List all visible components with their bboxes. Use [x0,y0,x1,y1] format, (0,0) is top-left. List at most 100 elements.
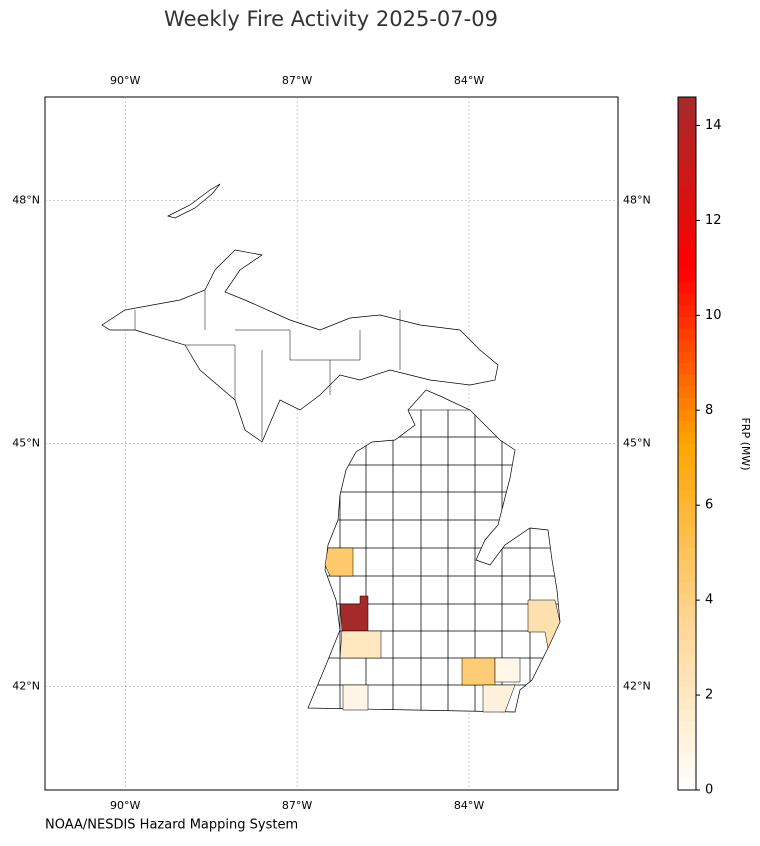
county [308,409,341,438]
colorbar-tick-label: 2 [705,688,713,703]
colorbar-step [678,258,696,271]
map-title: Weekly Fire Activity 2025-07-09 [164,7,498,31]
isle-royale [167,183,221,219]
colorbar-step [678,512,696,525]
colorbar-step [678,535,696,548]
county [529,436,560,466]
upper-peninsula [101,249,499,443]
county-fire [342,684,369,711]
colorbar-step [678,524,696,537]
colorbar-step [678,224,696,237]
colorbar-step [678,212,696,225]
colorbar-step [678,547,696,560]
y-tick-label: 48°N [12,194,40,207]
colorbar-step [678,593,696,606]
colorbar-step [678,431,696,444]
colorbar-step [678,362,696,375]
colorbar-step [678,651,696,664]
colorbar-step [678,755,696,768]
y-tick-label: 45°N [12,437,40,450]
colorbar-step [678,97,696,110]
colorbar-label: FRP (MW) [739,417,752,470]
colorbar-step [678,420,696,433]
colorbar-step [678,466,696,479]
colorbar-step [678,732,696,745]
y-tick-label: 42°N [12,679,40,692]
colorbar-step [678,293,696,306]
colorbar-step [678,108,696,121]
colorbar-step [678,686,696,699]
colorbar-step [678,189,696,202]
county-fire [339,630,382,659]
source-note: NOAA/NESDIS Hazard Mapping System [45,818,298,833]
county [529,464,560,493]
colorbar-tick-label: 0 [705,783,713,798]
colorbar-step [678,501,696,514]
colorbar-step [678,397,696,410]
colorbar-frame [677,96,697,791]
colorbar-step [678,328,696,341]
county [529,491,560,521]
colorbar-step [678,166,696,179]
colorbar-step [678,766,696,779]
colorbar-step [678,674,696,687]
colorbar-step [678,639,696,652]
colorbar-tick-label: 14 [705,118,722,133]
county-fire [324,547,354,577]
colorbar-step [678,316,696,329]
colorbar-step [678,582,696,595]
colorbar-step [678,570,696,583]
colorbar-step [678,697,696,710]
x-tick-label: 87°W [282,74,312,87]
county [308,464,341,493]
colorbar-step [678,143,696,156]
land [101,183,561,713]
colorbar-tick-label: 8 [705,403,713,418]
colorbar-step [678,304,696,317]
county [501,491,531,521]
county [501,409,531,438]
colorbar-tick-label: 4 [705,593,713,608]
county [339,409,367,438]
county [308,603,341,632]
county-fire [482,684,516,713]
county [308,491,341,521]
colorbar-step [678,709,696,722]
colorbar-step [678,351,696,364]
colorbar-step [678,281,696,294]
colorbar-tick-label: 10 [705,308,722,323]
colorbar-step [678,374,696,387]
colorbar-step [678,385,696,398]
county-lines [134,290,401,440]
colorbar-tick-label: 12 [705,213,722,228]
colorbar-step [678,616,696,629]
colorbar-step [678,270,696,283]
county-fire [494,657,521,683]
colorbar-step [678,339,696,352]
colorbar-step [678,408,696,421]
county-fire [461,657,496,686]
colorbar-step [678,559,696,572]
colorbar-tick-label: 6 [705,498,713,513]
x-tick-label: 84°W [454,799,484,812]
y-tick-label: 45°N [623,437,651,450]
colorbar-step [678,247,696,260]
colorbar-step [678,662,696,675]
colorbar-step [678,131,696,144]
county [308,436,341,466]
x-tick-label: 84°W [454,74,484,87]
colorbar-step [678,628,696,641]
colorbar-step [678,720,696,733]
colorbar-step [678,154,696,167]
colorbar-step [678,177,696,190]
colorbar-step [678,120,696,133]
county [529,409,560,438]
county [365,409,394,438]
colorbar-step [678,235,696,248]
colorbar-step [678,743,696,756]
y-tick-label: 48°N [623,194,651,207]
colorbar-step [678,605,696,618]
county-fire [527,599,561,649]
colorbar-step [678,443,696,456]
